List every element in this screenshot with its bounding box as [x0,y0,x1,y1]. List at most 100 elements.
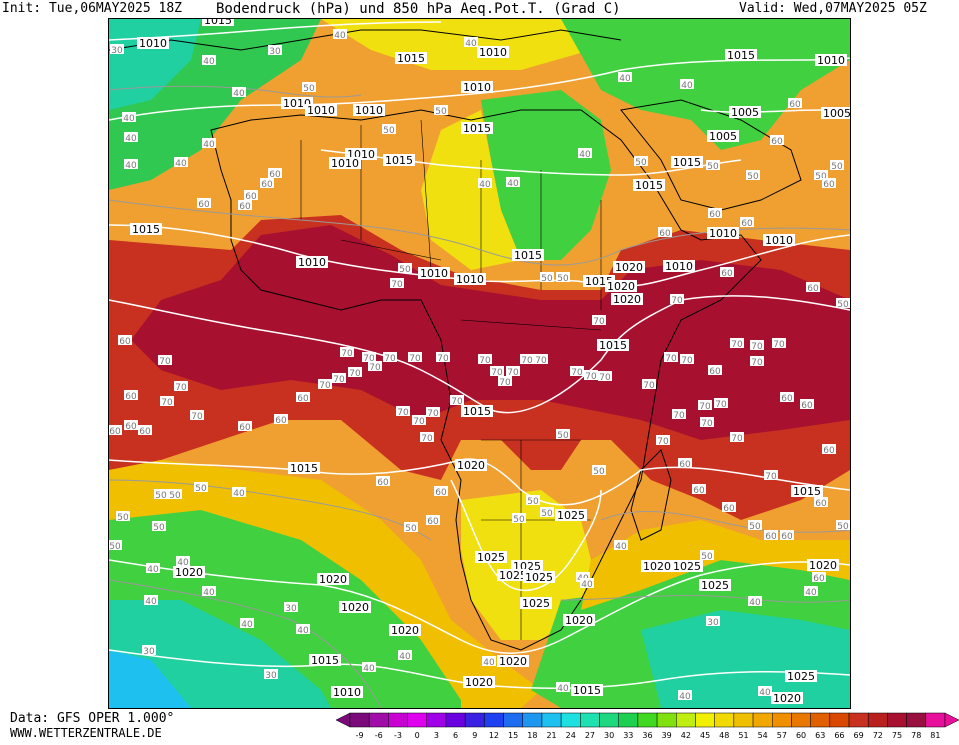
legend-swatch [887,712,907,728]
pressure-label-text: 1010 [139,37,167,50]
theta-label-bg [284,602,298,612]
theta-label-text: 50 [435,107,447,117]
pressure-label: 1015 [512,249,544,262]
pressure-label-bg [633,179,665,191]
theta-label: 70 [158,355,172,367]
pressure-label: 1015 [633,179,665,192]
pressure-label-text: 1020 [607,280,635,293]
pressure-label-text: 1010 [283,97,311,110]
pressure-label-text: 1005 [731,106,759,119]
theta-label: 40 [174,157,188,169]
theta-label-text: 60 [781,394,793,404]
theta-label-text: 70 [507,368,519,378]
pressure-label-bg [331,686,363,698]
theta-label-text: 70 [665,354,677,364]
theta-label: 40 [578,148,592,160]
legend-swatch [445,712,466,728]
theta-label: 40 [478,178,492,190]
legend-swatch [426,712,447,728]
pressure-label-bg [173,566,205,578]
theta-field-40-northeast [561,19,850,150]
legend-ticks: -9 -6 -3 0 3 6 9 12 15 18 21 24 27 30 33 36 39 42 45 48 51 54… [356,731,941,740]
pressure-label-bg [771,692,803,704]
theta-label-text: 40 [175,159,187,169]
theta-label-text: 40 [125,134,137,144]
legend-swatch [695,712,715,728]
pressure-label-text: 1020 [499,655,527,668]
theta-label: 70 [332,373,346,385]
theta-label-text: 40 [334,31,346,41]
legend-swatch [368,712,389,728]
theta-label-bg [450,395,464,405]
theta-label-bg [670,294,684,304]
theta-label-bg [408,352,422,362]
theta-label: 50 [404,522,418,534]
map-title: Bodendruck (hPa) und 850 hPa Aeq.Pot.T. … [216,1,621,17]
pressure-label-text: 1025 [557,509,585,522]
pressure-label: 1025 [520,597,552,610]
pressure-label-bg [641,560,673,572]
theta-label-bg [740,217,754,227]
legend-tick-label: 30 [604,731,614,740]
theta-label-text: 50 [109,542,121,552]
pressure-label-text: 1015 [599,339,627,352]
theta-label: 70 [598,371,612,383]
theta-label-text: 60 [245,192,257,202]
theta-label-bg [362,662,376,672]
theta-label-text: 50 [837,522,849,532]
theta-label: 50 [634,156,648,168]
theta-label-bg [706,160,720,170]
legend-tick-label: 6 [453,731,458,740]
legend-tick-label: 66 [834,731,844,740]
theta-label-text: 40 [233,89,245,99]
theta-label-text: 70 [384,354,396,364]
pressure-label-text: 1010 [307,104,335,117]
legend-tick-label: 57 [777,731,787,740]
theta-label-bg [634,156,648,166]
pressure-label: 1020 [463,676,495,689]
pressure-label-bg [353,104,385,116]
theta-label: 50 [194,482,208,494]
pressure-label-text: 1015 [673,156,701,169]
theta-label-bg [580,578,594,588]
pressure-label-text: 1005 [709,130,737,143]
theta-label-text: 50 [701,552,713,562]
theta-label-text: 60 [709,210,721,220]
theta-label-bg [750,340,764,350]
theta-label-text: 70 [671,296,683,306]
theta-label-bg [814,497,828,507]
theta-label-bg [822,444,836,454]
theta-label-bg [812,572,826,582]
pressure-label-text: 1015 [793,485,821,498]
theta-label-bg [556,429,570,439]
theta-label: 60 [124,390,138,402]
theta-label: 70 [570,366,584,378]
pressure-label: 1010 [296,256,328,269]
pressure-label-text: 1020 [175,566,203,579]
theta-label-bg [814,170,828,180]
theta-label-text: 50 [527,497,539,507]
legend-swatch [848,712,869,728]
theta-label-bg [780,530,794,540]
theta-label-bg [116,511,130,521]
theta-label: 70 [520,354,534,366]
theta-label: 70 [160,396,174,408]
legend-tick-label: 72 [873,731,883,740]
theta-label-bg [244,190,258,200]
theta-label-bg [110,44,124,54]
theta-label-text: 50 [117,513,129,523]
legend-tick-label: 27 [585,731,595,740]
theta-label-text: 30 [265,671,277,681]
pressure-label-text: 1010 [331,157,359,170]
theta-label: 50 [814,170,828,182]
theta-label-text: 60 [789,100,801,110]
pressure-label-bg [454,273,486,285]
theta-label: 60 [764,530,778,542]
theta-label-bg [348,367,362,377]
legend-tick-label: 45 [700,731,710,740]
theta-label-text: 60 [813,574,825,584]
legend-tick-label: 21 [546,731,556,740]
pressure-label: 1010 [663,260,695,273]
theta-label: 30 [284,602,298,614]
theta-label-text: 40 [203,140,215,150]
